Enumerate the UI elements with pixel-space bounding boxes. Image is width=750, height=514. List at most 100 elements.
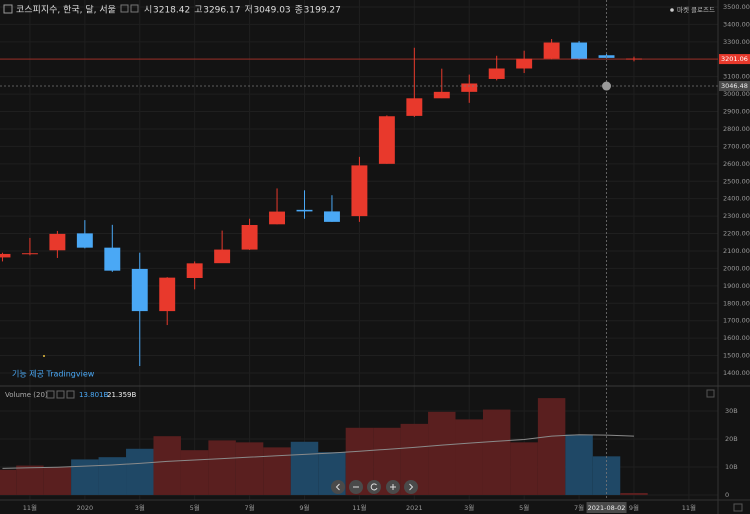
x-tick-label: 3월 xyxy=(135,503,145,512)
volume-bar xyxy=(455,419,483,495)
legend-icons[interactable] xyxy=(120,4,139,13)
x-tick-label: 9월 xyxy=(299,503,309,512)
market-status: 마켓 클로즈드 xyxy=(677,5,715,14)
volume-bar xyxy=(235,442,264,495)
volume-bar xyxy=(180,450,209,495)
candle-body xyxy=(49,233,66,251)
icon[interactable] xyxy=(66,390,75,399)
price-pane xyxy=(0,39,642,367)
volume-bar xyxy=(16,465,44,495)
x-tick-label: 5월 xyxy=(190,503,200,512)
y-tick-label: 3300.00 xyxy=(723,38,750,46)
ohlc-value: 3296.17 xyxy=(203,6,240,16)
volume-bar xyxy=(565,434,593,495)
crosshair-price-box xyxy=(719,81,750,92)
dot xyxy=(43,355,45,357)
volume-bar xyxy=(290,441,319,495)
candle-body xyxy=(488,68,505,79)
icon xyxy=(335,483,340,491)
y-tick-label: 2200.00 xyxy=(723,230,750,238)
y-tick-label: 20B xyxy=(725,435,738,443)
volume-title: Volume (20) xyxy=(5,391,48,399)
y-tick-label: 3500.00 xyxy=(723,3,750,11)
volume-bar xyxy=(43,466,72,495)
y-tick-label: 1900.00 xyxy=(723,282,750,290)
icon xyxy=(370,483,378,491)
candle-body xyxy=(186,263,203,278)
y-tick-label: 2000.00 xyxy=(723,264,750,272)
candle-body xyxy=(159,277,176,312)
x-tick-label: 2020 xyxy=(77,504,94,512)
icon[interactable] xyxy=(706,389,715,398)
y-tick-label: 2700.00 xyxy=(723,142,750,150)
y-tick-label: 2300.00 xyxy=(723,212,750,220)
y-tick-label: 0 xyxy=(725,491,729,499)
y-tick-label: 3400.00 xyxy=(723,20,750,28)
ohlc-legend: 시 3218.42 고 3296.17 저 3049.03 종 3199.27 xyxy=(144,5,341,16)
symbol: 코스피지수, 한국, 달, 서울 xyxy=(16,4,116,16)
x-tick-label: 5월 xyxy=(519,503,529,512)
ohlc-value: 3199.27 xyxy=(304,6,341,16)
crosshair-point xyxy=(602,81,612,91)
icon[interactable] xyxy=(130,4,139,13)
candle-body xyxy=(131,268,148,312)
status-dot xyxy=(670,8,674,12)
y-tick-label: 10B xyxy=(725,463,738,471)
x-tick-label: 11월 xyxy=(682,503,696,512)
candle-body xyxy=(76,233,93,248)
x-tick-label: 9월 xyxy=(629,503,639,512)
ohlc-label: 종 xyxy=(295,5,303,16)
volume-bar xyxy=(71,459,99,495)
volume-bar xyxy=(263,447,291,495)
candle-body xyxy=(406,98,423,116)
reset[interactable] xyxy=(367,480,381,494)
y-tick-label: 1400.00 xyxy=(723,369,750,377)
y-tick-label: 30B xyxy=(725,407,738,415)
candle-body xyxy=(296,209,313,212)
y-tick-label: 1700.00 xyxy=(723,317,750,325)
last-price-box xyxy=(719,54,750,65)
icon[interactable] xyxy=(56,390,65,399)
y-tick-label: 1800.00 xyxy=(723,299,750,307)
candle-body xyxy=(21,253,38,255)
volume-bar xyxy=(510,442,538,495)
icon[interactable] xyxy=(120,4,129,13)
candle-body xyxy=(378,116,395,164)
last-price-label: 3201.06 xyxy=(721,55,748,63)
ohlc-label: 고 xyxy=(194,6,202,16)
scroll-left[interactable] xyxy=(331,480,345,494)
y-tick-label: 2400.00 xyxy=(723,195,750,203)
y-tick-label: 3100.00 xyxy=(723,73,750,81)
nav-buttons[interactable] xyxy=(331,480,418,494)
candle-body xyxy=(241,225,258,250)
y-tick-label: 2800.00 xyxy=(723,125,750,133)
x-tick-label: 2021 xyxy=(406,504,423,512)
volume-ma-value: 21.359B xyxy=(107,391,136,399)
crosshair-date-box xyxy=(586,502,627,513)
crosshair-date-label: 2021-08-02 xyxy=(588,504,626,512)
candle-body xyxy=(269,211,286,225)
y-tick-label: 2500.00 xyxy=(723,177,750,185)
candle-body xyxy=(571,42,588,59)
x-tick-label: 11월 xyxy=(352,503,366,512)
x-tick-label: 3월 xyxy=(464,503,474,512)
candle-body xyxy=(461,83,478,92)
volume-bar xyxy=(537,398,566,495)
ohlc-label: 저 xyxy=(244,5,252,16)
volume-ma xyxy=(2,434,635,469)
settings-icon[interactable] xyxy=(733,503,743,512)
y-tick-label: 1500.00 xyxy=(723,352,750,360)
collapse-icon[interactable] xyxy=(3,4,13,14)
candle-body xyxy=(433,91,450,99)
icon[interactable] xyxy=(46,390,55,399)
volume-bar xyxy=(98,457,127,495)
volume-bar xyxy=(126,448,154,495)
scroll-right[interactable] xyxy=(404,480,418,494)
watermark: 기능 제공 Tradingview xyxy=(12,370,95,379)
volume-bar xyxy=(208,440,236,495)
volume-bar xyxy=(0,469,17,495)
candle-body xyxy=(543,42,560,59)
y-tick-label: 2900.00 xyxy=(723,108,750,116)
